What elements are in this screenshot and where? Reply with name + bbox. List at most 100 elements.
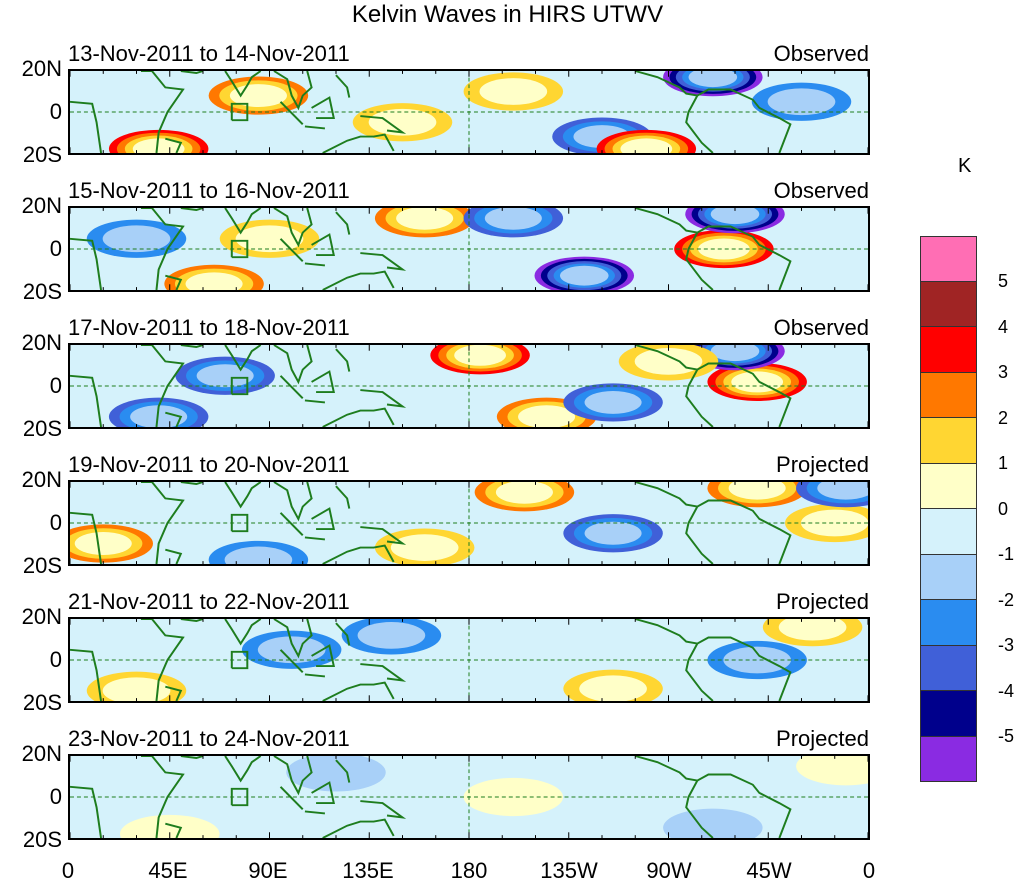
- coastline: [360, 252, 407, 271]
- y-tick-label: 0: [49, 784, 62, 809]
- anomaly-contour: [710, 208, 760, 225]
- coastline: [70, 785, 103, 838]
- map-svg: [70, 208, 868, 290]
- coastline: [140, 482, 185, 564]
- colorbar-swatch: [920, 509, 977, 555]
- colorbar-unit: K: [958, 155, 972, 177]
- coastline: [360, 526, 407, 545]
- y-tick-label: 20S: [22, 142, 62, 167]
- anomaly-contour: [723, 646, 791, 674]
- coastline: [360, 389, 407, 408]
- colorbar-swatch: [920, 236, 977, 282]
- coastline: [140, 756, 185, 838]
- anomaly-contour: [710, 345, 760, 362]
- coastline: [140, 345, 185, 427]
- y-tick-label: 0: [49, 99, 62, 124]
- coastline: [180, 482, 204, 485]
- y-tick-label: 20N: [21, 467, 62, 492]
- x-tick-label: 90E: [248, 858, 288, 883]
- coastline: [322, 544, 395, 564]
- coastline: [180, 208, 204, 211]
- anomaly-contour: [120, 814, 220, 838]
- anomaly-contour: [620, 138, 673, 153]
- coastline: [70, 648, 103, 701]
- panel-date-range: 15-Nov-2011 to 16-Nov-2011: [68, 178, 350, 203]
- map-panel: [68, 206, 870, 292]
- y-tick-label: 20S: [22, 416, 62, 441]
- coastline: [304, 262, 326, 267]
- coastline: [273, 71, 313, 111]
- coastline: [335, 211, 351, 235]
- anomaly-contour: [495, 482, 553, 504]
- coastline: [273, 208, 313, 248]
- coastline: [70, 511, 103, 564]
- anomaly-contour: [224, 546, 293, 564]
- y-tick-label: 0: [49, 647, 62, 672]
- coastline: [140, 619, 185, 701]
- anomaly-contour: [454, 345, 506, 366]
- map-svg: [70, 756, 868, 838]
- anomaly-contour: [767, 88, 836, 116]
- colorbar-label: 1: [998, 453, 1009, 473]
- coastline: [224, 756, 262, 783]
- colorbar-label: -2: [998, 589, 1015, 610]
- anomaly-contour: [235, 225, 304, 253]
- coastline: [224, 71, 262, 98]
- coastline: [634, 208, 698, 234]
- anomaly-contour: [796, 756, 868, 786]
- anomaly-contour: [817, 482, 868, 500]
- reference-box: [230, 650, 249, 670]
- reference-box: [230, 376, 249, 396]
- y-tick-label: 0: [49, 236, 62, 261]
- anomaly-contour: [579, 675, 647, 701]
- anomaly-contour: [196, 364, 254, 388]
- anomaly-contour: [800, 509, 868, 537]
- coastline: [224, 345, 262, 372]
- panel-status: Observed: [773, 178, 869, 203]
- map-panel: [68, 480, 870, 566]
- anomaly-contour: [185, 272, 243, 290]
- x-tick-label: 90W: [646, 858, 692, 883]
- panel-date-range: 23-Nov-2011 to 24-Nov-2011: [68, 726, 350, 751]
- coastline: [273, 756, 313, 796]
- coastline: [165, 548, 183, 564]
- colorbar-swatch: [920, 418, 977, 464]
- coastline: [279, 649, 304, 673]
- colorbar-label: -4: [998, 680, 1015, 701]
- coastline: [304, 673, 326, 678]
- x-tick-label: 180: [450, 858, 488, 883]
- y-tick-label: 20N: [21, 604, 62, 629]
- map-svg: [70, 71, 868, 153]
- colorbar-label: 3: [998, 362, 1009, 382]
- panel-status: Observed: [773, 41, 869, 66]
- coastline: [335, 74, 351, 98]
- anomaly-contour: [634, 348, 703, 375]
- panel-date-range: 19-Nov-2011 to 20-Nov-2011: [68, 452, 350, 477]
- map-panel: [68, 69, 870, 155]
- coastline: [224, 208, 262, 235]
- coastline: [165, 822, 183, 838]
- coastline: [322, 681, 395, 701]
- map-panel: [68, 754, 870, 840]
- reference-box: [230, 239, 249, 259]
- x-tick-label: 45W: [746, 858, 792, 883]
- coastline: [685, 506, 714, 564]
- map-panel: [68, 617, 870, 703]
- anomaly-contour: [778, 619, 847, 641]
- coastline: [165, 274, 183, 290]
- coastline: [634, 345, 698, 371]
- panel-date-range: 13-Nov-2011 to 14-Nov-2011: [68, 41, 350, 66]
- coastline: [273, 482, 313, 522]
- panel-status: Projected: [776, 726, 869, 751]
- coastline: [685, 780, 714, 838]
- map-svg: [70, 482, 868, 564]
- coastline: [360, 800, 407, 819]
- coastline: [165, 685, 183, 701]
- colorbar-label: 2: [998, 407, 1009, 428]
- colorbar-label: -5: [998, 726, 1015, 746]
- anomaly-contour: [663, 808, 763, 838]
- coastline: [322, 818, 395, 838]
- coastline: [224, 619, 262, 646]
- anomaly-contour: [463, 777, 564, 817]
- colorbar: [920, 236, 977, 782]
